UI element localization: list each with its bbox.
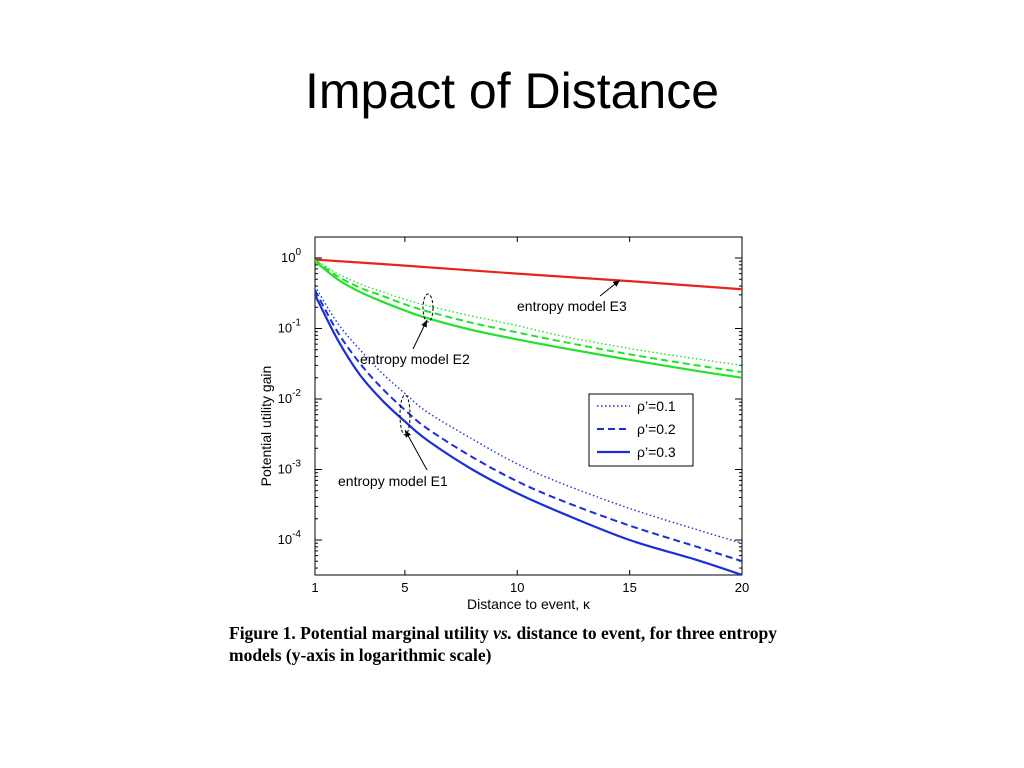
x-axis-label: Distance to event, κ	[467, 596, 591, 612]
legend-label: ρ’=0.2	[637, 421, 676, 437]
series-line-e2-solid	[315, 260, 742, 379]
bracket-e2	[422, 293, 434, 323]
annotation-e2: entropy model E2	[360, 351, 470, 367]
legend-label: ρ’=0.1	[637, 398, 676, 414]
arrow-e1	[404, 429, 428, 471]
y-tick-label: 10-2	[278, 388, 302, 406]
legend: ρ’=0.1 ρ’=0.2 ρ’=0.3	[588, 393, 694, 467]
slide-title: Impact of Distance	[304, 63, 720, 119]
x-tick-label: 15	[622, 580, 636, 595]
series-line-e3-solid	[315, 258, 742, 291]
y-axis-label: Potential utility gain	[258, 366, 274, 487]
series-line-e1-dotted	[315, 285, 742, 544]
legend-label: ρ’=0.3	[637, 444, 676, 460]
series-line-e1-solid	[315, 294, 742, 575]
series-line-e1-dashed	[315, 289, 742, 563]
arrow-e2	[412, 319, 428, 350]
y-tick-label: 10-1	[278, 318, 302, 336]
series-line-e2-dashed	[315, 259, 742, 374]
y-tick-label: 10-3	[278, 459, 302, 477]
x-tick-label: 20	[735, 580, 749, 595]
y-tick-label: 100	[281, 247, 301, 265]
x-tick-label: 5	[401, 580, 408, 595]
caption-suffix: distance to event, for three entropy mod…	[229, 623, 777, 665]
bracket-e1	[399, 394, 411, 436]
annotation-e3: entropy model E3	[517, 298, 627, 314]
series-group	[315, 258, 742, 575]
caption-prefix: Figure 1. Potential marginal utility	[229, 623, 494, 643]
figure-caption: Figure 1. Potential marginal utility vs.…	[229, 622, 809, 666]
x-tick-label: 10	[510, 580, 524, 595]
caption-vs: vs.	[493, 623, 513, 643]
arrow-e3	[599, 279, 621, 297]
x-tick-label: 1	[311, 580, 318, 595]
annotation-e1: entropy model E1	[338, 473, 448, 489]
y-tick-label: 10-4	[278, 529, 302, 547]
